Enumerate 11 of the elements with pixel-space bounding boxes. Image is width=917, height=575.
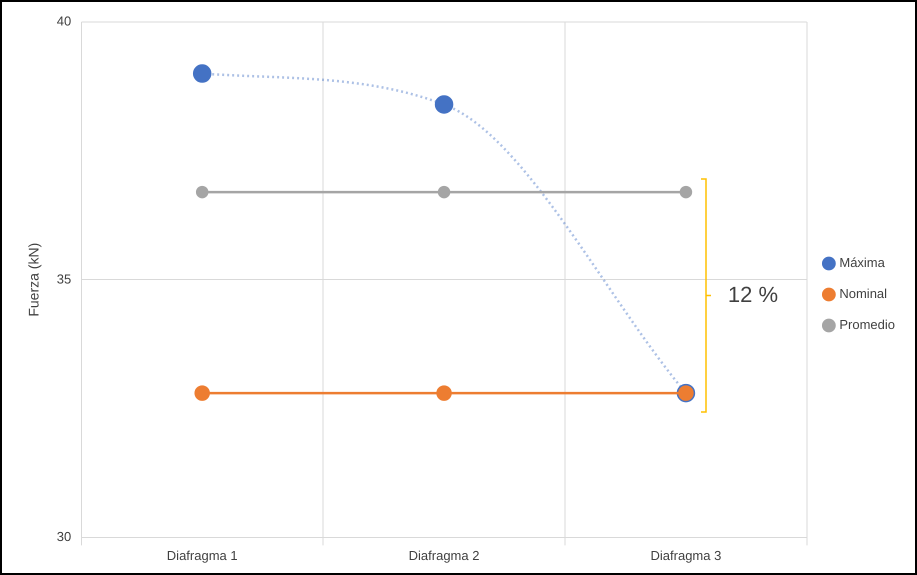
legend-label: Nominal xyxy=(839,286,888,302)
y-tick-label: 35 xyxy=(56,271,72,286)
legend-label: Máxima xyxy=(839,255,886,270)
x-tick-label: Diafragma 2 xyxy=(408,548,480,563)
x-tick-label: Diafragma 1 xyxy=(166,548,238,563)
y-tick-label: 30 xyxy=(56,528,72,544)
y-axis-title: Fuerza (kN) xyxy=(25,242,42,317)
annotation: 12 % xyxy=(728,282,778,308)
legend-label: Promedio xyxy=(839,317,896,332)
y-tick-label: 40 xyxy=(56,14,72,29)
x-tick-label: Diafragma 3 xyxy=(650,548,722,563)
